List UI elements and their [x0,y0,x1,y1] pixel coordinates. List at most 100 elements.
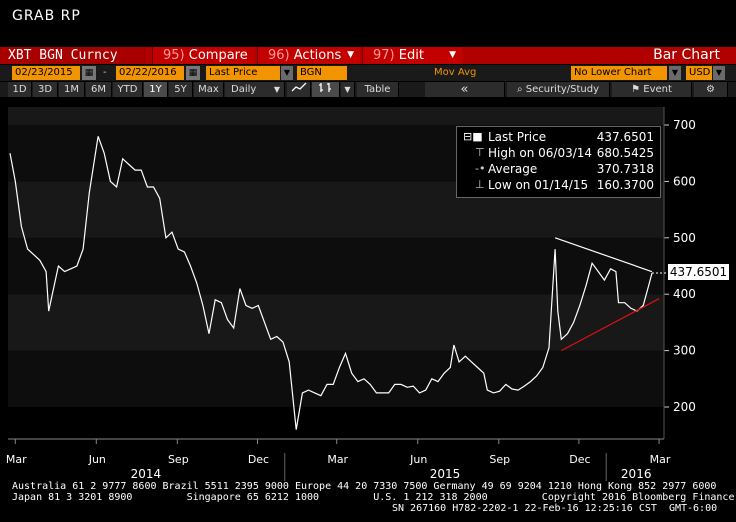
event-label: Event [643,84,672,95]
compare-button[interactable]: 95) Compare [152,47,255,64]
y-tick-label: 600 [673,174,696,188]
legend-high-label: High on 06/03/14 [488,146,593,160]
actions-button[interactable]: 96) Actions ▼ [257,47,360,64]
high-marker-icon: ⊤ [475,146,485,159]
y-axis: 200 300 400 500 600 700 [663,107,696,439]
edit-button[interactable]: 97) Edit ▼ [362,47,462,64]
page-title: GRAB RP [12,8,81,24]
period-ytd[interactable]: YTD [113,82,143,97]
chart-band [8,107,664,125]
legend-high: ⊤ High on 06/03/14 680.5425 [457,145,660,161]
start-date-field[interactable]: 02/23/2015 [12,66,80,80]
period-1d[interactable]: 1D [8,82,32,97]
legend-low-value: 160.3700 [596,178,654,192]
pricing-source-field[interactable]: BGN [297,66,347,80]
calendar-icon[interactable]: ▦ [82,66,96,80]
legend-average-label: Average [488,162,538,176]
study-label[interactable]: Mov Avg [434,67,477,78]
table-button[interactable]: Table [357,82,399,97]
frequency-label: Daily [231,84,257,95]
currency-field[interactable]: USD [686,66,712,80]
legend-high-value: 680.5425 [596,146,654,160]
x-tick-label: Dec [569,453,590,466]
y-tick-label: 500 [673,231,696,245]
period-1y[interactable]: 1Y [144,82,168,97]
period-6m[interactable]: 6M [86,82,112,97]
period-1m[interactable]: 1M [59,82,85,97]
x-tick-label: Jun [409,453,427,466]
price-line [9,136,653,430]
footer-line-3: SN 267160 H782-2202-1 22-Feb-16 12:25:16… [392,503,718,514]
edit-label: Edit [398,48,424,63]
x-tick-label: Jun [88,453,106,466]
chart-band [8,294,664,351]
year-label: 2016 [621,467,652,481]
settings-toolbar: 02/23/2015 ▦ - 02/22/2016 ▦ Last Price ▼… [0,65,736,81]
compare-shortcut: 95) [163,48,185,63]
last-price-tag: 437.6501 [668,264,729,280]
year-label: 2014 [131,467,162,481]
security-ticker[interactable]: XBT BGN Curncy [0,47,146,64]
magnifier-icon: ⌕ [516,84,526,95]
frequency-selector[interactable]: Daily ▼ [225,82,285,97]
chart-band [8,350,664,407]
chevron-down-icon: ▼ [273,85,280,94]
chevron-down-icon: ▼ [347,50,354,60]
chart-type-label[interactable]: Bar Chart [653,47,720,63]
edit-shortcut: 97) [373,48,395,63]
trendline[interactable] [554,237,653,273]
period-max[interactable]: Max [194,82,224,97]
legend-low-label: Low on 01/14/15 [488,178,589,192]
average-marker-icon: -• [475,162,486,175]
y-tick-label: 400 [673,287,696,301]
end-date-field[interactable]: 02/22/2016 [116,66,184,80]
chevron-down-icon[interactable]: ▼ [713,66,725,80]
chevron-down-icon[interactable]: ▼ [341,82,355,97]
year-label: 2015 [430,467,461,481]
line-chart-icon[interactable] [287,82,311,97]
gear-icon[interactable]: ⚙ [694,82,728,97]
price-series [9,136,653,430]
chart-band [8,237,664,295]
bar-style-icon[interactable] [312,82,340,97]
security-study-label: Security/Study [525,84,600,95]
chevron-down-icon: ▼ [449,50,456,60]
y-tick-label: 200 [673,400,696,414]
footer-line-2: Japan 81 3 3201 8900 Singapore 65 6212 1… [12,492,736,503]
legend-low: ⊥ Low on 01/14/15 160.3700 [457,177,660,193]
chevron-down-icon[interactable]: ▼ [669,66,681,80]
date-separator: - [103,67,107,78]
field-selector[interactable]: Last Price [206,66,280,80]
rewind-button[interactable]: « [425,82,505,97]
event-button[interactable]: ⚑ Event [612,82,692,97]
primary-toolbar: XBT BGN Curncy 95) Compare 96) Actions ▼… [0,47,736,64]
low-marker-icon: ⊥ [475,178,485,191]
actions-label: Actions [293,48,342,63]
chart-legend[interactable]: ⊟■ Last Price 437.6501 ⊤ High on 06/03/1… [456,126,661,198]
legend-last-label: Last Price [488,130,547,144]
calendar-icon[interactable]: ▦ [186,66,200,80]
x-tick-label: Mar [650,453,671,466]
x-tick-label: Sep [168,453,189,466]
footer-line-1: Australia 61 2 9777 8600 Brazil 5511 239… [12,481,717,492]
period-toolbar: 1D 3D 1M 6M YTD 1Y 5Y Max Daily ▼ ▼ Tabl… [0,82,736,97]
legend-average-value: 370.7318 [596,162,654,176]
x-axis: Mar Jun Sep Dec Mar Jun Sep Dec Mar 2014 2015 2016 [6,272,671,481]
trendlines[interactable] [554,237,660,352]
period-3d[interactable]: 3D [33,82,58,97]
trendline[interactable] [561,298,660,352]
x-tick-label: Sep [489,453,510,466]
legend-last-value: 437.6501 [596,130,654,144]
legend-average: -• Average 370.7318 [457,161,660,177]
period-5y[interactable]: 5Y [169,82,193,97]
y-tick-label: 700 [673,118,696,132]
chevron-down-icon[interactable]: ▼ [281,66,293,80]
x-tick-label: Mar [327,453,348,466]
y-tick-label: 300 [673,344,696,358]
flag-icon: ⚑ [631,84,644,95]
x-tick-label: Mar [6,453,27,466]
security-study-button[interactable]: ⌕ Security/Study [507,82,610,97]
lower-chart-selector[interactable]: No Lower Chart [571,66,667,80]
compare-label: Compare [188,48,248,63]
legend-swatch-icon: ⊟■ [463,130,483,143]
